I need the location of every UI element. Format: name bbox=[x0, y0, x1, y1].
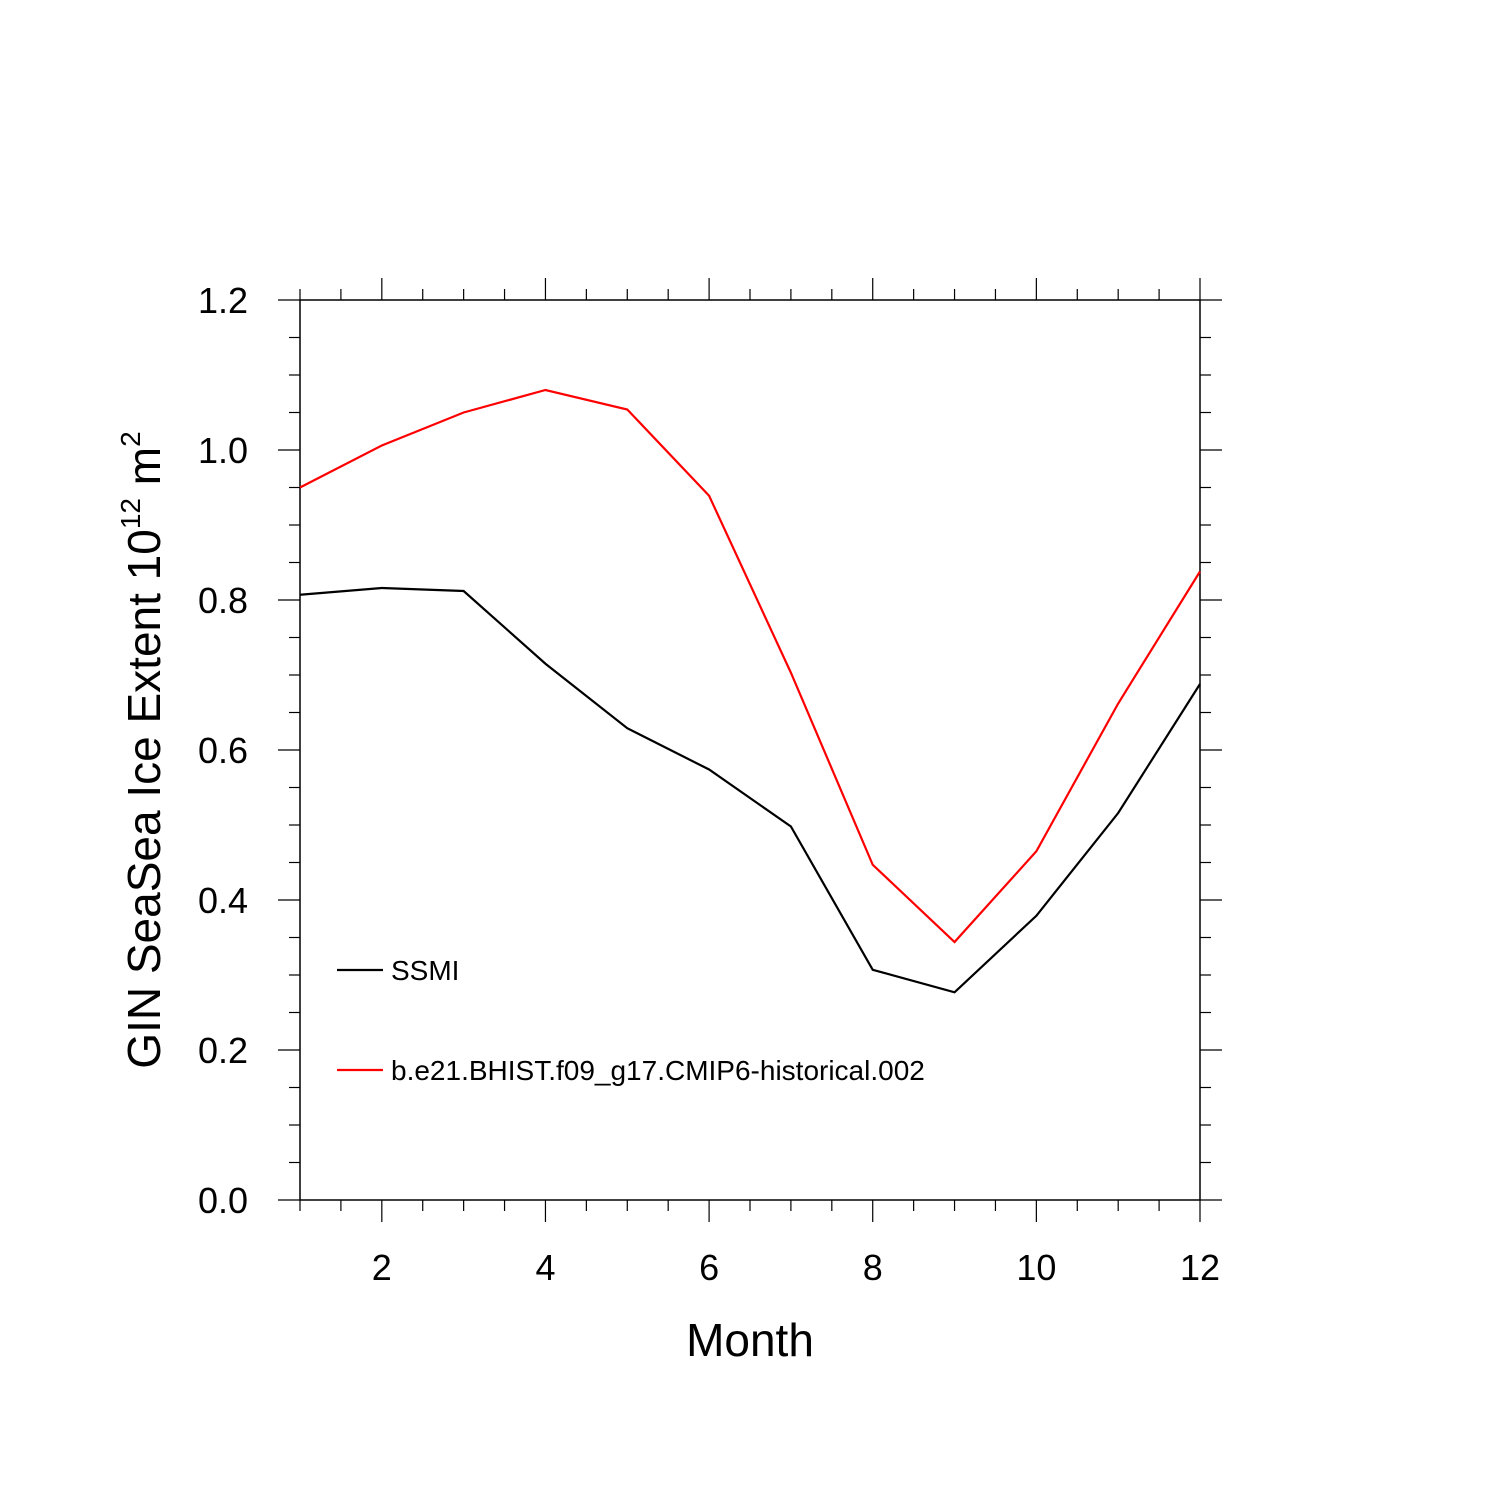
x-axis-title: Month bbox=[686, 1314, 814, 1366]
plot-frame bbox=[299, 299, 1201, 1201]
series-layer bbox=[299, 388, 1201, 994]
y-tick-label: 0.0 bbox=[198, 1180, 248, 1221]
x-tick-label: 6 bbox=[699, 1247, 719, 1288]
legend-label: b.e21.BHIST.f09_g17.CMIP6-historical.002 bbox=[391, 1055, 925, 1086]
y-tick-label: 0.6 bbox=[198, 730, 248, 771]
y-tick-label: 1.2 bbox=[198, 280, 248, 321]
series-line-ssmi bbox=[299, 586, 1201, 994]
x-tick-label: 2 bbox=[372, 1247, 392, 1288]
x-tick-label: 12 bbox=[1180, 1247, 1220, 1288]
y-tick-label: 0.4 bbox=[198, 880, 248, 921]
x-tick-label: 8 bbox=[863, 1247, 883, 1288]
y-axis-title: GIN SeaSea Ice Extent 1012 m2 bbox=[115, 431, 170, 1068]
y-axis-title-prefix: GIN SeaSea Ice Extent 10 bbox=[118, 529, 170, 1069]
tick-marks bbox=[278, 278, 1222, 1222]
y-axis-title-exponent: 12 bbox=[115, 498, 146, 529]
x-tick-label: 10 bbox=[1016, 1247, 1056, 1288]
legend-label: SSMI bbox=[391, 955, 459, 986]
x-tick-labels: 2 4 6 8 10 12 bbox=[372, 1247, 1220, 1288]
x-tick-label: 4 bbox=[535, 1247, 555, 1288]
y-axis-title-unit: m bbox=[118, 447, 170, 498]
series-line-model bbox=[299, 388, 1201, 944]
y-tick-label: 1.0 bbox=[198, 430, 248, 471]
legend: SSMI b.e21.BHIST.f09_g17.CMIP6-historical… bbox=[337, 955, 925, 1086]
y-tick-label: 0.2 bbox=[198, 1030, 248, 1071]
y-axis-title-unit-exponent: 2 bbox=[115, 431, 146, 447]
y-tick-labels: 0.0 0.2 0.4 0.6 0.8 1.0 1.2 bbox=[198, 280, 248, 1221]
y-tick-label: 0.8 bbox=[198, 580, 248, 621]
